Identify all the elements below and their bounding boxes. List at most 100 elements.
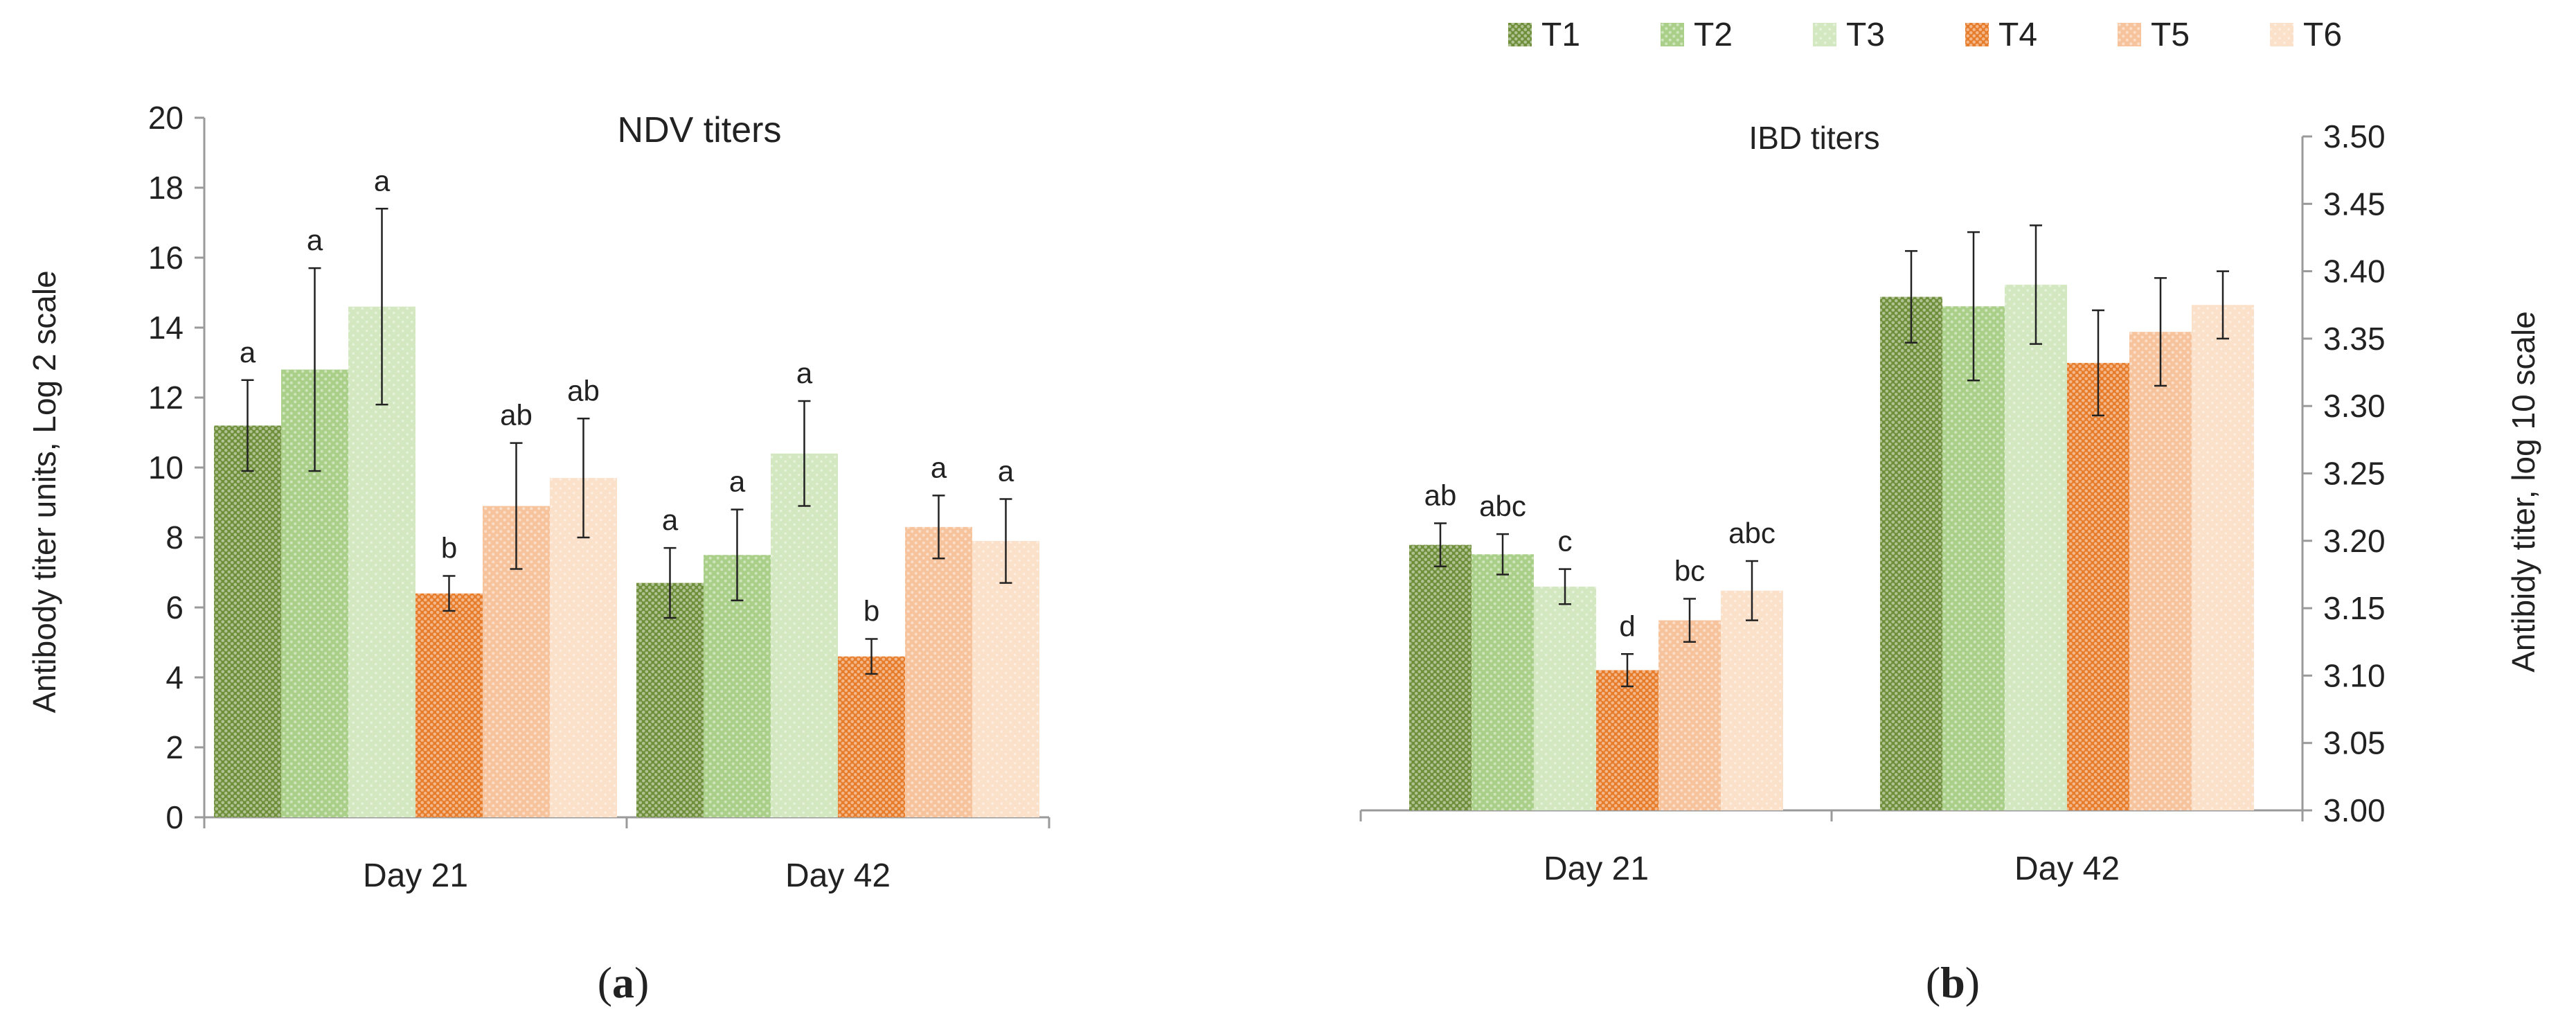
legend-label: T3 bbox=[1846, 17, 1885, 53]
significance-letter: ab bbox=[1424, 479, 1457, 512]
legend-swatch bbox=[1813, 23, 1836, 46]
legend-item-t5: T5 bbox=[2118, 17, 2190, 53]
error-bar bbox=[2030, 224, 2042, 345]
significance-letter: d bbox=[1619, 610, 1635, 642]
significance-letter: b bbox=[441, 532, 457, 564]
bar-t3-day-42 bbox=[2005, 285, 2067, 810]
error-bar bbox=[731, 508, 744, 602]
y-axis-label-ibd: Antibidy titer, log 10 scale bbox=[2505, 311, 2541, 673]
y-tick-label: 3.50 bbox=[2323, 118, 2386, 154]
legend-swatch bbox=[1508, 23, 1532, 46]
significance-letter: b bbox=[864, 594, 879, 627]
legend-swatch bbox=[2118, 23, 2141, 46]
error-bar bbox=[2092, 309, 2104, 417]
legend-label: T6 bbox=[2303, 17, 2342, 53]
y-axis-label-ndv: Antibody titer units, Log 2 scale bbox=[26, 270, 62, 713]
significance-letter: a bbox=[240, 336, 256, 368]
error-bar bbox=[375, 208, 388, 406]
error-bar bbox=[241, 379, 254, 472]
error-bar bbox=[1967, 231, 1980, 382]
bar-t2-day-42 bbox=[1942, 306, 2005, 810]
significance-letter: a bbox=[662, 504, 679, 536]
y-tick-label: 8 bbox=[166, 519, 184, 555]
significance-letter: abc bbox=[1479, 490, 1526, 522]
x-tick-label: Day 21 bbox=[363, 857, 468, 894]
y-tick-label: 16 bbox=[148, 240, 184, 276]
y-tick-label: 6 bbox=[166, 589, 184, 625]
y-tick-label: 3.00 bbox=[2323, 792, 2386, 828]
caption-a: (a) bbox=[598, 958, 650, 1007]
legend-item-t3: T3 bbox=[1813, 17, 1885, 53]
y-tick-label: 3.40 bbox=[2323, 253, 2386, 290]
y-tick-label: 12 bbox=[148, 380, 184, 416]
error-bar bbox=[2217, 270, 2229, 340]
legend-label: T4 bbox=[1998, 17, 2037, 53]
bar-t6-day-21 bbox=[1721, 590, 1783, 810]
significance-letter: a bbox=[931, 451, 947, 483]
error-bar bbox=[1434, 522, 1447, 568]
legend-item-t6: T6 bbox=[2270, 17, 2342, 53]
y-tick-label: 20 bbox=[148, 100, 184, 136]
y-tick-label: 3.20 bbox=[2323, 523, 2386, 559]
x-tick-label: Day 42 bbox=[2014, 851, 2120, 887]
bar-t5-day-42 bbox=[2129, 332, 2192, 810]
y-tick-label: 14 bbox=[148, 310, 184, 346]
legend-swatch bbox=[1965, 23, 1989, 46]
y-tick-label: 0 bbox=[166, 799, 184, 835]
legend-label: T2 bbox=[1694, 17, 1733, 53]
bar-t6-day-42 bbox=[2192, 305, 2254, 810]
error-bar bbox=[663, 546, 677, 619]
error-bar bbox=[1905, 250, 1917, 344]
y-tick-label: 2 bbox=[166, 729, 184, 765]
significance-letter: a bbox=[729, 465, 746, 498]
bar-t4-day-42 bbox=[838, 656, 905, 817]
bar-t3-day-21 bbox=[1534, 586, 1596, 810]
bar-t1-day-21 bbox=[1409, 544, 1472, 810]
bar-t3-day-42 bbox=[771, 453, 838, 817]
bar-t2-day-21 bbox=[1472, 554, 1534, 810]
significance-letter: a bbox=[307, 224, 323, 256]
y-tick-label: 3.35 bbox=[2323, 321, 2386, 357]
y-tick-label: 3.05 bbox=[2323, 725, 2386, 761]
error-bar bbox=[2154, 277, 2167, 387]
legend-label: T1 bbox=[1541, 17, 1580, 53]
error-bar bbox=[798, 400, 811, 507]
legend-item-t1: T1 bbox=[1508, 17, 1580, 53]
legend-label: T5 bbox=[2151, 17, 2190, 53]
y-tick-label: 18 bbox=[148, 170, 184, 206]
significance-letter: a bbox=[998, 454, 1014, 487]
y-tick-label: 4 bbox=[166, 659, 184, 695]
bar-t4-day-21 bbox=[415, 593, 483, 817]
error-bar bbox=[308, 267, 321, 472]
legend-item-t2: T2 bbox=[1661, 17, 1733, 53]
chart-ibd: IBD titers 3.00 3.05 3.10 3.15 3.20 3.25 3.30 3… bbox=[1359, 118, 2541, 1007]
legend-swatch bbox=[1661, 23, 1684, 46]
significance-letter: bc bbox=[1674, 554, 1705, 587]
chart-title-ibd: IBD titers bbox=[1748, 120, 1879, 156]
error-bar bbox=[999, 498, 1012, 584]
caption-b: (b) bbox=[1926, 958, 1980, 1007]
error-bar bbox=[1559, 568, 1571, 605]
error-bar bbox=[1621, 653, 1634, 688]
y-tick-label: 3.25 bbox=[2323, 456, 2386, 492]
error-bar bbox=[932, 495, 945, 560]
bar-t5-day-21 bbox=[1658, 620, 1721, 810]
significance-letter: ab bbox=[500, 399, 533, 432]
y-tick-label: 3.15 bbox=[2323, 590, 2386, 626]
significance-letter: a bbox=[796, 357, 813, 389]
error-bar bbox=[510, 442, 523, 570]
significance-letter: a bbox=[374, 164, 391, 197]
bar-t4-day-21 bbox=[1596, 670, 1658, 810]
significance-letter: abc bbox=[1728, 517, 1776, 549]
x-tick-label: Day 42 bbox=[785, 857, 891, 894]
error-bar bbox=[1683, 598, 1696, 643]
significance-letter: ab bbox=[567, 374, 600, 407]
bar-t1-day-21 bbox=[214, 425, 281, 817]
y-tick-label: 3.30 bbox=[2323, 388, 2386, 424]
legend: T1 T2 T3 T4 T5 T6 bbox=[1508, 17, 2342, 53]
significance-letter: c bbox=[1558, 525, 1573, 558]
error-bar bbox=[1496, 533, 1509, 576]
error-bar bbox=[1746, 560, 1758, 621]
